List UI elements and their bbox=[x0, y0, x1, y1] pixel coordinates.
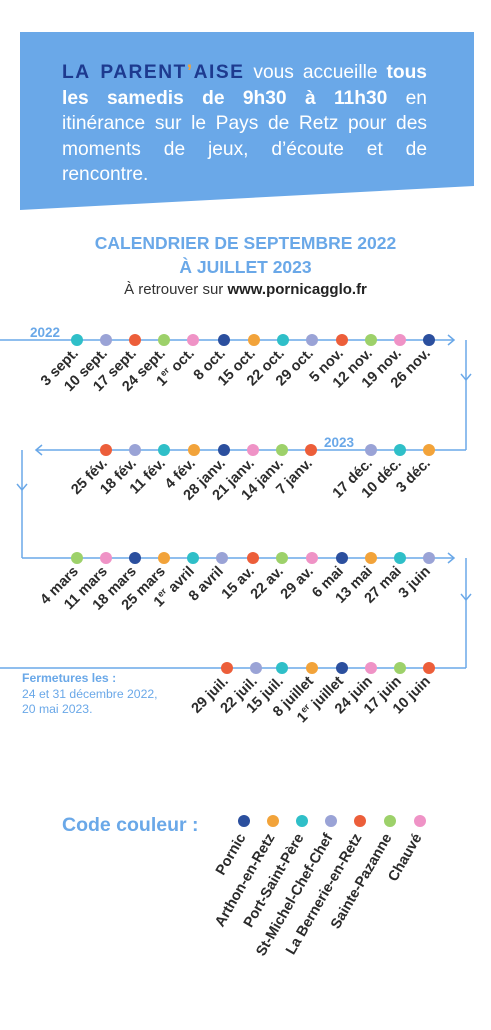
date-dot bbox=[100, 334, 112, 346]
arrow-down-icon bbox=[460, 373, 472, 382]
date-dot bbox=[71, 334, 83, 346]
date-dot bbox=[306, 552, 318, 564]
date-dot bbox=[336, 552, 348, 564]
date-dot bbox=[394, 444, 406, 456]
date-dot bbox=[129, 552, 141, 564]
date-dot bbox=[365, 552, 377, 564]
date-dot bbox=[187, 334, 199, 346]
date-dot bbox=[423, 334, 435, 346]
website-line: À retrouver sur www.pornicagglo.fr bbox=[124, 281, 367, 298]
arrow-down-icon bbox=[16, 483, 28, 492]
legend-dot-sainte-pazanne bbox=[384, 815, 396, 827]
date-dot bbox=[423, 444, 435, 456]
date-dot bbox=[276, 662, 288, 674]
date-dot bbox=[248, 334, 260, 346]
year-label: 2023 bbox=[324, 435, 355, 450]
date-label-22-av: 22 av. bbox=[248, 564, 287, 603]
date-label-3-juin: 3 juin bbox=[396, 564, 434, 602]
date-dot bbox=[129, 444, 141, 456]
date-dot bbox=[365, 334, 377, 346]
date-dot bbox=[216, 552, 228, 564]
website-link[interactable]: www.pornicagglo.fr bbox=[227, 281, 367, 298]
date-dot bbox=[250, 662, 262, 674]
arrow-down-icon bbox=[460, 593, 472, 602]
legend-dot-port-saint-pere bbox=[296, 815, 308, 827]
date-dot bbox=[365, 444, 377, 456]
date-dot bbox=[187, 552, 199, 564]
legend-dot-chauve bbox=[414, 815, 426, 827]
date-dot bbox=[306, 662, 318, 674]
date-dot bbox=[247, 552, 259, 564]
date-dot bbox=[188, 444, 200, 456]
legend-dot-la-bernerie-en-retz bbox=[354, 815, 366, 827]
legend-dot-arthon-en-retz bbox=[267, 815, 279, 827]
date-dot bbox=[394, 334, 406, 346]
date-dot bbox=[71, 552, 83, 564]
banner-shape bbox=[20, 32, 474, 210]
date-dot bbox=[423, 662, 435, 674]
date-dot bbox=[336, 662, 348, 674]
schedule-text: tous les samedis de 9h30 à 11h30 bbox=[62, 62, 427, 109]
date-dot bbox=[365, 662, 377, 674]
date-dot bbox=[394, 662, 406, 674]
date-dot bbox=[423, 552, 435, 564]
header-banner: LA PARENT’AISE vous accueille tous les s… bbox=[0, 0, 491, 215]
date-dot bbox=[218, 334, 230, 346]
date-dot bbox=[100, 444, 112, 456]
date-dot bbox=[129, 334, 141, 346]
legend-dot-pornic bbox=[238, 815, 250, 827]
date-dot bbox=[221, 662, 233, 674]
legend-title: Code couleur : bbox=[62, 814, 199, 836]
brand-name: LA PARENT’AISE bbox=[62, 62, 245, 83]
date-dot bbox=[277, 334, 289, 346]
date-label-29-av: 29 av. bbox=[278, 564, 317, 603]
date-dot bbox=[158, 334, 170, 346]
date-dot bbox=[158, 444, 170, 456]
date-dot bbox=[394, 552, 406, 564]
arrow-right-icon bbox=[447, 334, 456, 346]
date-dot bbox=[336, 334, 348, 346]
legend-dot-st-michel-chef-chef bbox=[325, 815, 337, 827]
date-dot bbox=[305, 444, 317, 456]
date-dot bbox=[218, 444, 230, 456]
arrow-right-icon bbox=[447, 552, 456, 564]
year-label: 2022 bbox=[30, 325, 60, 340]
arrow-left-icon bbox=[34, 444, 43, 456]
date-dot bbox=[306, 334, 318, 346]
date-dot bbox=[276, 444, 288, 456]
date-dot bbox=[100, 552, 112, 564]
date-dot bbox=[276, 552, 288, 564]
calendar-title: CALENDRIER DE SEPTEMBRE 2022 À JUILLET 2… bbox=[94, 233, 397, 277]
date-dot bbox=[247, 444, 259, 456]
date-dot bbox=[158, 552, 170, 564]
intro-text: LA PARENT’AISE vous accueille tous les s… bbox=[62, 62, 427, 185]
closures-note: Fermetures les : 24 et 31 décembre 2022,… bbox=[22, 671, 158, 716]
